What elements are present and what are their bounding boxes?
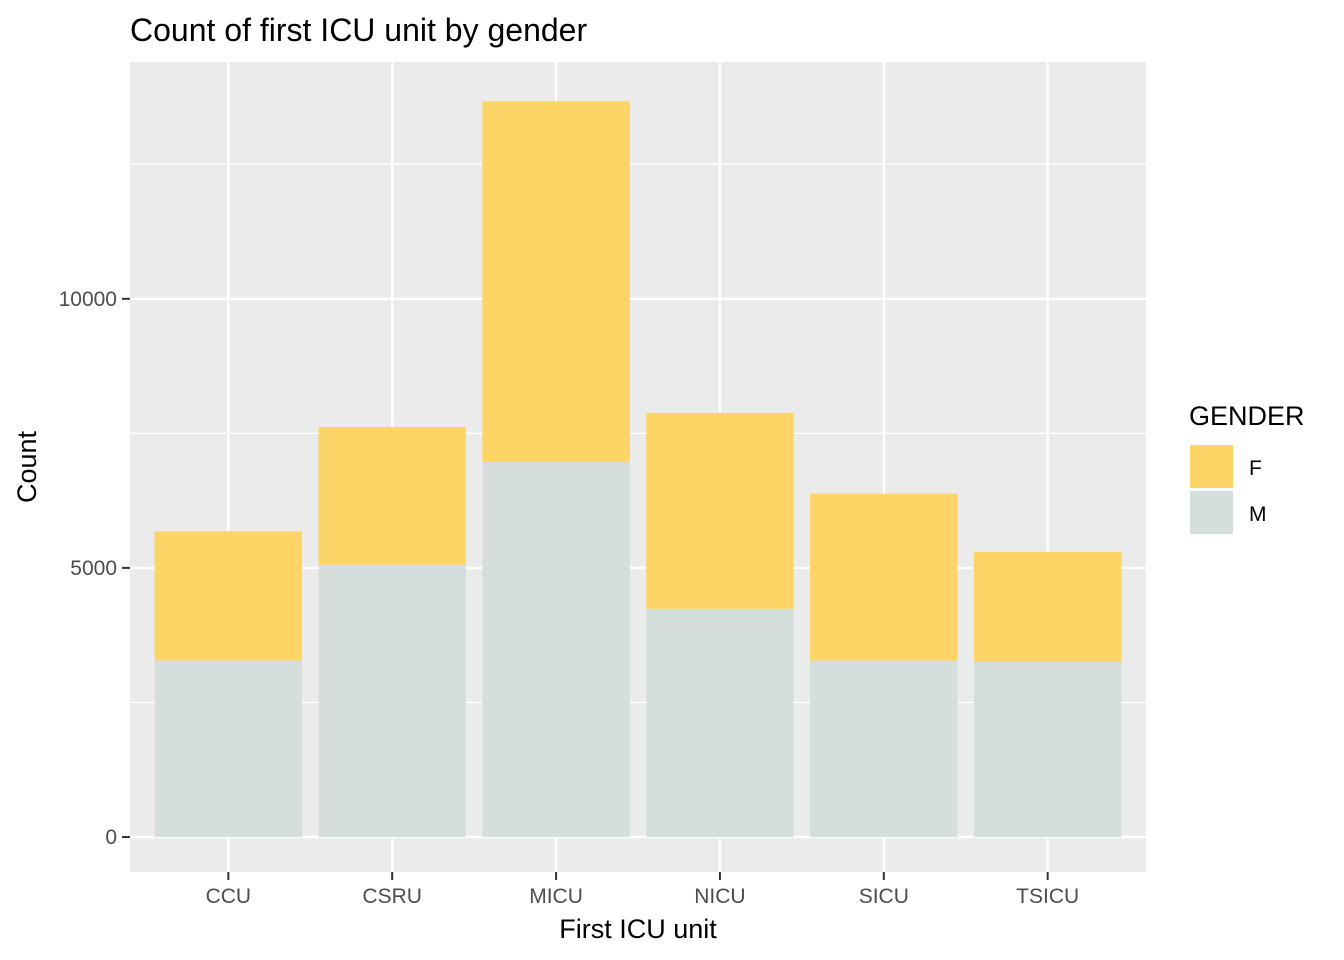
bar-micu-f (482, 101, 630, 462)
bar-ccu-m (154, 660, 303, 838)
bar-csru-f (318, 426, 466, 565)
x-tick-label-ccu: CCU (206, 885, 252, 908)
bar-micu-m (482, 461, 630, 838)
x-tick-label-tsicu: TSICU (1016, 885, 1079, 908)
y-tick-label-2: 10000 (59, 288, 117, 311)
legend-title: GENDER (1189, 401, 1305, 431)
x-tick-label-sicu: SICU (859, 885, 909, 908)
legend-label-f: F (1249, 457, 1262, 480)
bar-nicu-f (646, 412, 794, 609)
x-tick-label-micu: MICU (529, 885, 583, 908)
bar-tsicu-f (973, 551, 1122, 662)
legend-label-m: M (1249, 503, 1267, 526)
bar-tsicu-m (973, 661, 1122, 838)
x-axis-title: First ICU unit (559, 914, 717, 944)
bar-sicu-f (810, 493, 958, 661)
y-axis-title: Count (12, 430, 42, 503)
x-tick-label-nicu: NICU (694, 885, 745, 908)
bar-sicu-m (810, 660, 958, 838)
bar-nicu-m (646, 608, 794, 838)
bar-csru-m (318, 564, 466, 838)
y-tick-label-1: 5000 (70, 557, 117, 580)
legend: GENDER FM (1189, 401, 1305, 534)
bars (154, 101, 1122, 838)
x-tick-label-csru: CSRU (362, 885, 422, 908)
y-axis: 0 5000 10000 (59, 288, 130, 849)
legend-key-f (1190, 445, 1233, 488)
bar-ccu-f (154, 531, 303, 661)
chart-title: Count of first ICU unit by gender (130, 12, 587, 48)
y-tick-label-0: 0 (105, 826, 117, 849)
x-axis: CCU CSRU MICU NICU SICU TSICU (206, 872, 1079, 908)
legend-key-m (1190, 491, 1233, 534)
